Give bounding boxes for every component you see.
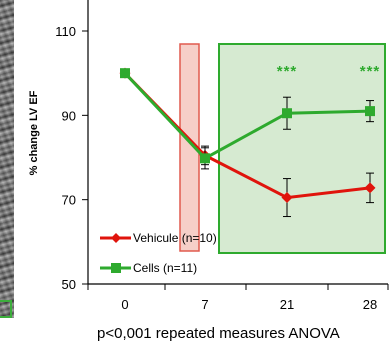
significance-label: *** (277, 63, 298, 80)
legend-label: Cells (n=11) (133, 261, 197, 275)
x-tick-label: 0 (121, 297, 128, 312)
series-layer (119, 67, 376, 218)
significance-label: *** (360, 63, 381, 80)
series-line (123, 72, 371, 161)
data-point (364, 182, 376, 194)
data-point (282, 108, 292, 119)
legend-item: Vehicule (n=10) (100, 231, 217, 245)
y-axis-label: % change LV EF (28, 90, 40, 175)
x-tick-layer: 0 7 21 28 (87, 284, 389, 312)
legend-label: Vehicule (n=10) (133, 231, 217, 245)
x-tick-label: 7 (201, 297, 208, 312)
green-highlight-box (218, 43, 386, 254)
y-tick-label: 110 (55, 24, 76, 39)
legend-item: Cells (n=11) (100, 261, 197, 275)
background-photo-strip (0, 0, 14, 318)
series-cells (120, 68, 375, 170)
data-point (365, 106, 375, 117)
x-tick-label: 28 (363, 297, 377, 312)
data-point (281, 192, 293, 204)
y-tick-layer: 50 70 90 110 (55, 24, 88, 292)
legend-marker (111, 263, 121, 273)
legend-marker (111, 233, 121, 243)
photo-frame-edge (0, 300, 12, 318)
annotation-layer: *** *** (277, 63, 381, 80)
y-tick-label: 90 (62, 108, 76, 123)
y-tick-label: 70 (62, 193, 76, 208)
data-point (200, 153, 210, 164)
y-tick-label: 50 (62, 277, 76, 292)
highlight-layer (179, 43, 386, 254)
x-tick-label: 21 (280, 297, 294, 312)
data-point (120, 68, 130, 79)
legend: Vehicule (n=10) Cells (n=11) (100, 231, 217, 275)
footnote: p<0,001 repeated measures ANOVA (97, 325, 340, 342)
axis-layer (87, 0, 388, 285)
